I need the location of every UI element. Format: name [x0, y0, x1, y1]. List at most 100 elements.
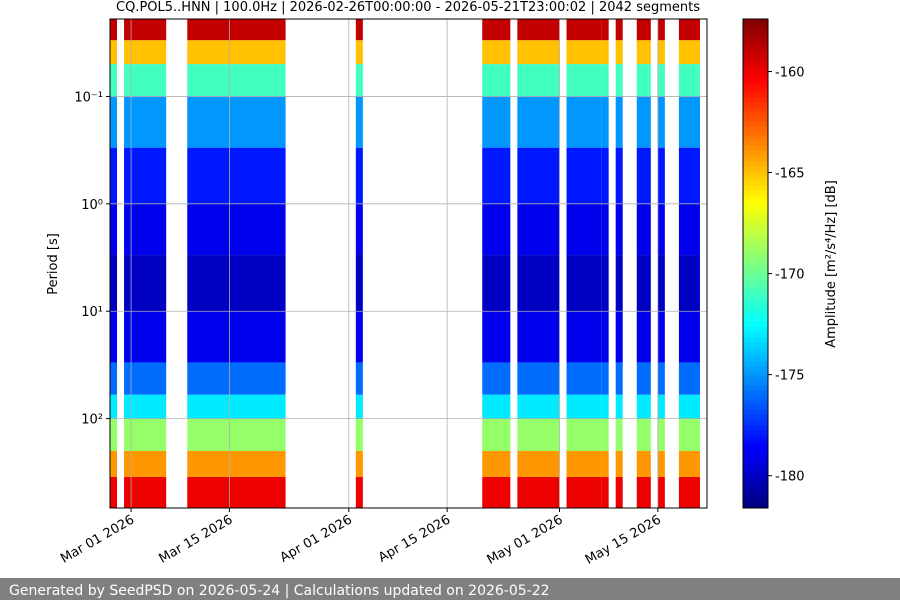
- cell: [355, 450, 363, 478]
- colorbar-swatch: [743, 390, 768, 397]
- cell: [636, 362, 651, 395]
- cell: [636, 394, 651, 419]
- y-tick-label: 10¹: [81, 305, 103, 320]
- colorbar-swatch: [743, 111, 768, 118]
- colorbar-swatch: [743, 175, 768, 181]
- colorbar-swatch: [743, 243, 768, 250]
- cell: [124, 203, 167, 256]
- cell: [124, 418, 167, 451]
- colorbar-swatch: [743, 361, 768, 367]
- cell: [678, 203, 700, 256]
- cell: [601, 311, 609, 363]
- cell: [187, 394, 286, 419]
- cell: [110, 418, 118, 451]
- x-tick-label: Apr 01 2026: [278, 512, 355, 565]
- colorbar-swatch: [743, 33, 768, 40]
- colorbar-swatch: [743, 38, 768, 44]
- cell: [566, 64, 602, 97]
- colorbar-swatch: [743, 302, 768, 309]
- colorbar-tick-label: -165: [775, 167, 805, 182]
- x-tick-label: Mar 01 2026: [58, 512, 137, 566]
- cell: [601, 19, 609, 41]
- cell: [657, 96, 665, 148]
- colorbar-swatch: [743, 155, 768, 162]
- colorbar-swatch: [743, 180, 768, 186]
- colorbar-swatch: [743, 273, 768, 279]
- cell: [615, 19, 623, 41]
- cell: [615, 418, 623, 451]
- cell: [124, 311, 167, 363]
- cell: [517, 64, 560, 97]
- colorbar-tick-label: -175: [775, 369, 805, 384]
- cell: [678, 147, 700, 204]
- cell: [355, 40, 363, 65]
- cell: [678, 311, 700, 363]
- colorbar-swatch: [743, 419, 768, 426]
- cell: [566, 362, 602, 395]
- colorbar-swatch: [743, 341, 768, 348]
- colorbar-swatch: [743, 102, 768, 108]
- colorbar-swatch: [743, 248, 768, 255]
- cell: [615, 255, 623, 312]
- colorbar-swatch: [743, 87, 768, 93]
- cell: [517, 311, 560, 363]
- cell: [355, 147, 363, 204]
- colorbar-swatch: [743, 77, 768, 84]
- cell: [636, 203, 651, 256]
- colorbar-swatch: [743, 400, 768, 406]
- cell: [482, 311, 511, 363]
- cell: [657, 394, 665, 419]
- cell: [566, 203, 602, 256]
- colorbar-swatch: [743, 375, 768, 382]
- colorbar-swatch: [743, 488, 768, 494]
- colorbar-swatch: [743, 209, 768, 216]
- cell: [678, 362, 700, 395]
- cell: [657, 477, 665, 508]
- cell: [615, 96, 623, 148]
- cell: [110, 64, 118, 97]
- colorbar-swatch: [743, 165, 768, 172]
- cell: [517, 96, 560, 148]
- cell: [110, 394, 118, 419]
- colorbar-swatch: [743, 170, 768, 176]
- cell: [482, 362, 511, 395]
- cell: [636, 19, 651, 41]
- colorbar-swatch: [743, 503, 768, 509]
- colorbar-swatch: [743, 239, 768, 245]
- cell: [636, 40, 651, 65]
- colorbar-swatch: [743, 82, 768, 88]
- colorbar-swatch: [743, 331, 768, 338]
- colorbar-swatch: [743, 126, 768, 132]
- cell: [601, 40, 609, 65]
- colorbar-swatch: [743, 405, 768, 411]
- cell: [110, 147, 118, 204]
- cell: [482, 394, 511, 419]
- x-tick-label: May 01 2026: [485, 512, 566, 567]
- colorbar-swatch: [743, 380, 768, 387]
- colorbar-swatch: [743, 214, 768, 220]
- cell: [636, 418, 651, 451]
- colorbar-swatch: [743, 327, 768, 333]
- colorbar-swatch: [743, 92, 768, 98]
- cell: [187, 96, 286, 148]
- cell: [636, 477, 651, 508]
- colorbar-swatch: [743, 199, 768, 206]
- cell: [678, 450, 700, 478]
- cell: [110, 450, 118, 478]
- cell: [678, 19, 700, 41]
- cell: [636, 450, 651, 478]
- cell: [678, 418, 700, 451]
- cell: [566, 311, 602, 363]
- colorbar-swatch: [743, 19, 768, 25]
- cell: [517, 477, 560, 508]
- cell: [615, 394, 623, 419]
- cell: [657, 147, 665, 204]
- cell: [678, 96, 700, 148]
- cell: [124, 362, 167, 395]
- colorbar-swatch: [743, 312, 768, 318]
- colorbar-swatch: [743, 283, 768, 289]
- colorbar-swatch: [743, 468, 768, 475]
- colorbar-swatch: [743, 72, 768, 79]
- colorbar-swatch: [743, 385, 768, 392]
- cell: [110, 362, 118, 395]
